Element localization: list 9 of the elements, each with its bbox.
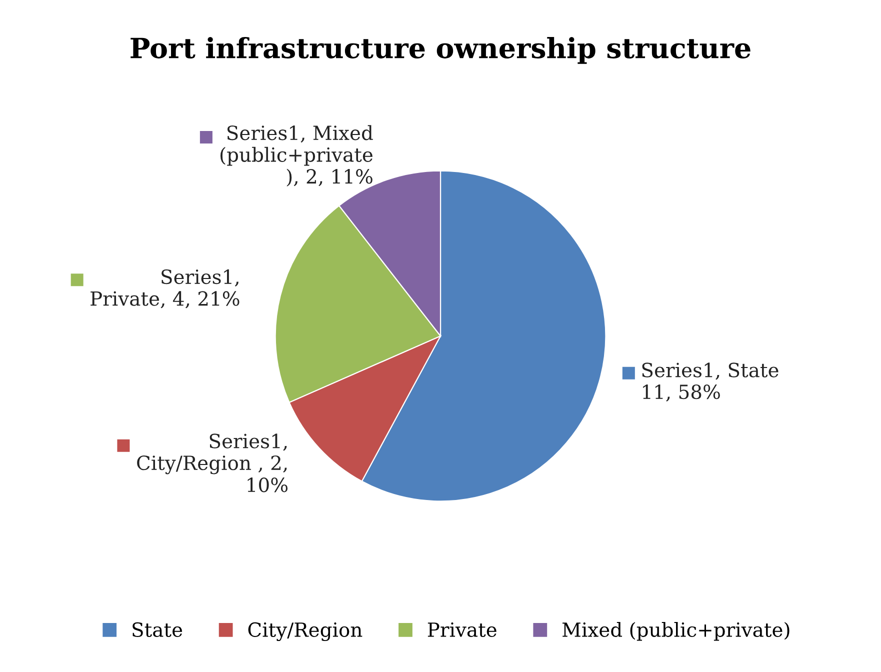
legend-label: State [132, 622, 182, 638]
legend-label: Private [428, 622, 496, 638]
data-label: Series1, City/Region , 2, 10% [137, 434, 288, 492]
legend-label: City/Region [248, 622, 362, 642]
legend-label: Mixed (public+private) [562, 622, 790, 641]
chart-title: Port infrastructure ownership structure [130, 36, 750, 64]
data-label: Series1, State 11, 58% [642, 362, 778, 402]
data-label: Series1, Private, 4, 21% [90, 269, 240, 308]
data-label: Series1, Mixed (public+private ), 2, 11% [220, 125, 373, 186]
